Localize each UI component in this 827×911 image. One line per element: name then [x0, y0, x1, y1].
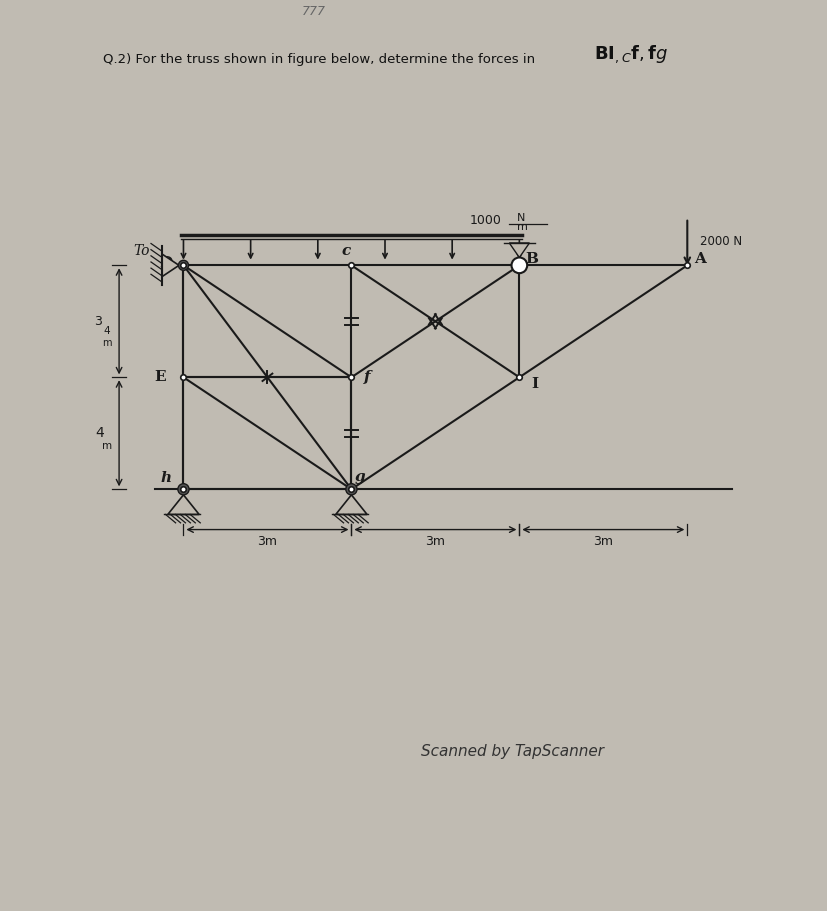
Text: Q.2) For the truss shown in figure below, determine the forces in: Q.2) For the truss shown in figure below… — [103, 53, 536, 66]
Text: 3: 3 — [94, 315, 102, 328]
Text: 4: 4 — [95, 426, 104, 440]
Text: 2000 N: 2000 N — [700, 235, 742, 249]
Text: To: To — [133, 244, 150, 258]
Polygon shape — [509, 243, 529, 258]
Text: B: B — [525, 251, 538, 266]
Text: E: E — [154, 370, 165, 384]
Text: 3m: 3m — [593, 536, 614, 548]
Circle shape — [512, 258, 527, 273]
Text: f: f — [364, 370, 370, 384]
Text: I: I — [532, 377, 538, 391]
Text: m: m — [102, 338, 112, 348]
Text: $\mathbf{BI}_{,C}\mathbf{f},\mathbf{f}g$: $\mathbf{BI}_{,C}\mathbf{f},\mathbf{f}g$ — [594, 44, 667, 66]
Text: m: m — [517, 222, 528, 232]
Circle shape — [346, 484, 357, 495]
Text: g: g — [355, 470, 366, 484]
Text: 777: 777 — [302, 5, 327, 18]
Text: m: m — [102, 441, 112, 451]
Text: 3m: 3m — [257, 536, 277, 548]
Text: Scanned by TapScanner: Scanned by TapScanner — [421, 743, 605, 759]
Polygon shape — [162, 254, 179, 277]
Text: A: A — [694, 251, 705, 266]
Polygon shape — [168, 495, 199, 515]
Text: 4: 4 — [103, 326, 110, 336]
Circle shape — [179, 261, 189, 271]
Text: 1000: 1000 — [470, 214, 502, 228]
Text: c: c — [342, 244, 351, 259]
Text: D: D — [159, 256, 172, 270]
Polygon shape — [336, 495, 367, 515]
Text: h: h — [160, 471, 171, 485]
Text: N: N — [517, 213, 525, 223]
Text: 3m: 3m — [425, 536, 446, 548]
Circle shape — [178, 484, 189, 495]
